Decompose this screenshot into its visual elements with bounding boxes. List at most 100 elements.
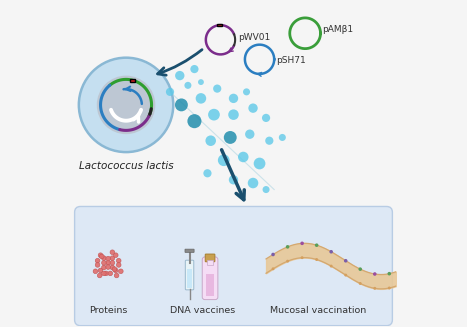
Circle shape [446,243,449,247]
Circle shape [102,265,106,270]
Circle shape [110,265,115,270]
Circle shape [402,267,406,270]
Circle shape [104,271,108,276]
Circle shape [196,93,206,104]
Circle shape [191,65,198,73]
Circle shape [265,137,273,145]
Circle shape [330,265,333,267]
Circle shape [106,261,111,265]
FancyBboxPatch shape [217,24,221,26]
Circle shape [301,256,304,259]
Circle shape [431,249,435,252]
Text: Proteins: Proteins [89,306,127,315]
Circle shape [102,271,106,276]
Circle shape [446,258,449,261]
Text: Lactococcus lactis: Lactococcus lactis [79,161,173,171]
FancyBboxPatch shape [202,257,218,300]
FancyBboxPatch shape [205,254,215,262]
Text: pSH71: pSH71 [276,56,306,65]
Circle shape [344,259,347,263]
Circle shape [262,114,270,122]
Circle shape [102,261,106,265]
Circle shape [417,272,420,275]
Circle shape [262,186,269,193]
Circle shape [272,267,275,270]
Circle shape [102,256,106,261]
Circle shape [203,169,212,177]
Circle shape [93,269,98,274]
Circle shape [110,256,115,261]
Circle shape [315,243,318,247]
Text: DNA vaccines: DNA vaccines [170,306,235,315]
Circle shape [113,253,118,258]
Circle shape [373,287,376,290]
Circle shape [106,265,111,269]
Circle shape [286,260,289,263]
FancyBboxPatch shape [187,269,192,288]
Circle shape [99,254,104,259]
Circle shape [359,267,362,271]
Circle shape [460,256,463,259]
Circle shape [112,267,117,271]
Circle shape [116,258,121,263]
FancyBboxPatch shape [75,206,392,326]
Circle shape [224,131,237,144]
Circle shape [388,286,391,289]
Circle shape [238,152,248,162]
Circle shape [98,253,103,258]
Circle shape [286,245,290,249]
Circle shape [417,258,420,261]
Circle shape [110,250,115,254]
Circle shape [460,242,464,245]
Circle shape [432,264,434,267]
FancyBboxPatch shape [185,260,194,290]
FancyBboxPatch shape [207,260,213,265]
Circle shape [228,110,239,120]
Circle shape [79,58,173,152]
Circle shape [344,274,347,277]
Circle shape [279,134,286,141]
Text: pAMβ1: pAMβ1 [323,26,354,35]
Circle shape [359,282,362,285]
Circle shape [388,272,391,275]
Circle shape [245,129,255,139]
Circle shape [184,82,191,89]
Text: pWV01: pWV01 [238,33,270,42]
Circle shape [373,272,376,276]
Circle shape [315,258,318,261]
Circle shape [106,256,111,261]
Circle shape [218,154,230,166]
Circle shape [95,258,100,263]
Circle shape [229,175,238,184]
Circle shape [248,103,258,113]
Circle shape [114,273,119,278]
Circle shape [198,79,204,85]
Circle shape [229,94,238,103]
Circle shape [108,271,113,276]
Circle shape [95,263,100,267]
Circle shape [243,88,250,95]
Circle shape [175,98,188,111]
Text: Mucosal vaccination: Mucosal vaccination [270,306,366,315]
Circle shape [97,273,102,278]
Circle shape [205,135,216,146]
FancyBboxPatch shape [206,274,213,296]
Circle shape [300,242,304,245]
Circle shape [110,261,115,265]
Circle shape [329,250,333,253]
Circle shape [187,114,201,128]
Circle shape [166,88,174,96]
Circle shape [119,269,123,274]
Circle shape [113,268,118,273]
Circle shape [254,158,265,169]
Circle shape [98,268,103,273]
Circle shape [97,76,156,134]
Circle shape [116,263,121,267]
Circle shape [248,178,258,188]
Circle shape [208,109,220,121]
FancyBboxPatch shape [185,249,194,252]
FancyBboxPatch shape [130,78,135,82]
Circle shape [403,281,405,284]
Circle shape [213,84,221,93]
Circle shape [175,71,184,80]
